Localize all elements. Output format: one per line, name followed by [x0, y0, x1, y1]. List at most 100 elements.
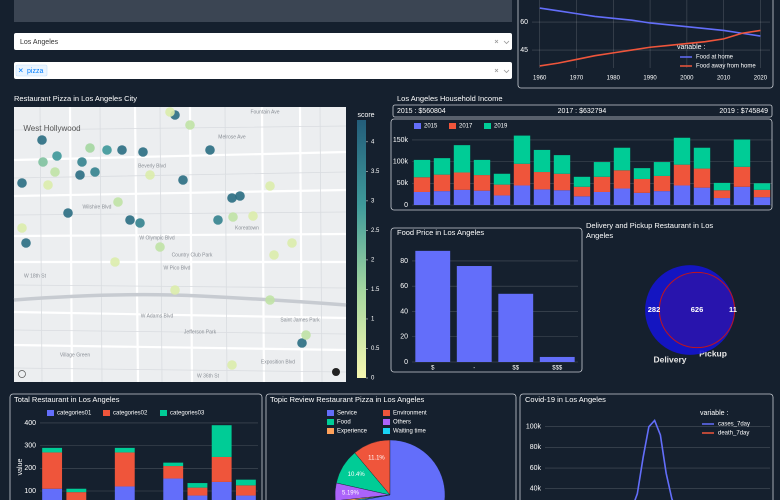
set-label: Delivery	[653, 354, 686, 364]
map-point	[265, 295, 275, 305]
info-icon[interactable]	[332, 368, 340, 376]
legend-title: variable :	[677, 44, 705, 51]
tag-remove[interactable]	[18, 68, 23, 73]
bar-segment	[163, 466, 184, 479]
x-tick-label: 1980	[607, 76, 621, 82]
colorbar-tick-label: 1.5	[371, 287, 380, 293]
bar-segment	[713, 198, 731, 205]
bar-segment	[211, 456, 232, 482]
x-tick-label: -	[473, 366, 475, 372]
dropdown-box[interactable]	[14, 33, 512, 50]
pie-label: 10.4%	[348, 472, 366, 478]
bar-segment	[753, 183, 771, 190]
bar-segment	[42, 488, 63, 500]
chart-title: Total Restaurant in Los Angeles	[14, 395, 120, 404]
bar	[415, 250, 451, 362]
legend-swatch	[484, 123, 491, 129]
x-tick-label: $	[431, 366, 435, 372]
bar-segment	[733, 139, 751, 167]
map-point	[17, 178, 27, 188]
chart-title: Restaurant Pizza in Los Angeles City	[14, 94, 137, 103]
summary: 2015 : $560804	[397, 108, 446, 115]
bar-segment	[513, 185, 531, 205]
bar-segment	[235, 495, 256, 500]
line	[539, 7, 761, 37]
y-tick-label: 100k	[393, 158, 409, 165]
bar-segment	[573, 176, 591, 187]
cuisine-dropdown[interactable]: pizza	[14, 62, 512, 79]
pie-label: 5.19%	[342, 490, 360, 496]
street	[13, 150, 347, 352]
bar-segment	[653, 162, 671, 176]
y-tick-label: 20	[400, 334, 408, 341]
map-label: Village Green	[60, 352, 90, 358]
colorbar-tick-label: 4	[371, 139, 375, 145]
colorbar-tick-label: 0.5	[371, 346, 380, 352]
bar-segment	[653, 191, 671, 205]
colorbar-tick-label: 2	[371, 258, 375, 264]
map-point	[205, 145, 215, 155]
arrow-icon[interactable]	[503, 40, 510, 45]
dropdown-box[interactable]	[14, 62, 512, 79]
map-point	[135, 218, 145, 228]
map-point	[213, 215, 223, 225]
pie-slice	[334, 482, 391, 500]
map-point	[227, 193, 237, 203]
bar-segment	[653, 175, 671, 192]
city-dropdown[interactable]: Los Angeles	[14, 33, 512, 50]
y-tick-label: 80k	[530, 444, 542, 451]
bar-segment	[693, 147, 711, 169]
x-tick-label: 1960	[533, 76, 547, 82]
bar-segment	[613, 188, 631, 205]
bar-segment	[613, 170, 631, 189]
venn-set	[658, 271, 736, 349]
bar-segment	[453, 145, 471, 173]
colorbar	[357, 120, 366, 378]
map-point	[38, 157, 48, 167]
bar-segment	[163, 462, 184, 467]
bar-segment	[453, 172, 471, 190]
bar-segment	[633, 192, 651, 205]
legend-swatch	[47, 410, 54, 416]
map-label: Melrose Ave	[218, 134, 246, 140]
map-label: W Adams Blvd	[141, 313, 174, 319]
bar-segment	[493, 173, 511, 185]
bar-segment	[533, 172, 551, 190]
map-point	[37, 135, 47, 145]
bar-segment	[66, 488, 87, 493]
set-label: Pickup	[699, 348, 727, 358]
bar-segment	[673, 164, 691, 186]
map-point	[248, 211, 258, 221]
map-label: Wilshire Blvd	[83, 204, 112, 210]
clear-icon[interactable]	[494, 68, 499, 73]
bar-segment	[42, 452, 63, 489]
bar-segment	[713, 182, 731, 191]
map-label: West Hollywood	[23, 124, 80, 133]
bar-segment	[433, 158, 451, 175]
bar-segment	[433, 174, 451, 192]
bar-segment	[513, 135, 531, 164]
map-point	[50, 167, 60, 177]
bar-segment	[66, 492, 87, 500]
map-point	[110, 257, 120, 267]
y-tick-label: 0	[404, 202, 408, 209]
bar-segment	[693, 168, 711, 188]
y-tick-label: 0	[404, 359, 408, 366]
map-label: Country Club Park	[172, 252, 213, 258]
bar-segment	[633, 178, 651, 193]
arrow-icon[interactable]	[503, 69, 510, 74]
tag[interactable]	[15, 64, 48, 77]
clear-icon[interactable]	[494, 39, 499, 44]
bar-segment	[753, 197, 771, 205]
bar-segment	[553, 190, 571, 205]
legend-swatch	[327, 410, 334, 416]
bar-segment	[573, 196, 591, 205]
bar-segment	[114, 486, 135, 500]
bar-segment	[163, 478, 184, 500]
tag-label: pizza	[27, 68, 43, 75]
bar-segment	[493, 195, 511, 205]
venn-count: 11	[729, 305, 737, 314]
map-label: W 18th St	[24, 273, 47, 279]
y-axis-label: value	[17, 459, 24, 476]
